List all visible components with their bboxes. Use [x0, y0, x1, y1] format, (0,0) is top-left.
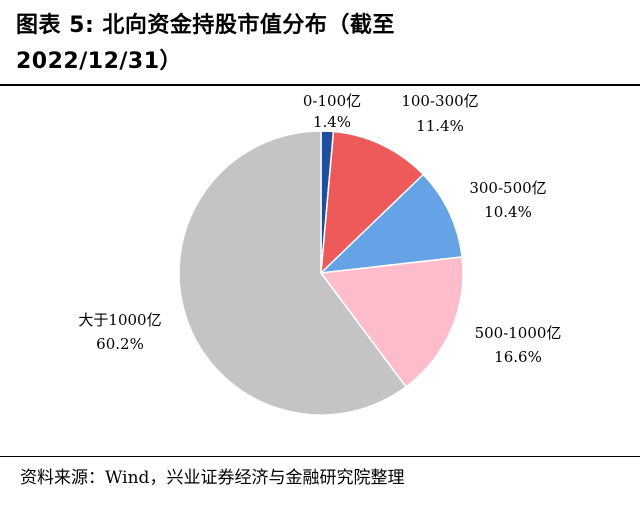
slice-label-100-300: 100-300亿 11.4%: [401, 92, 478, 135]
chart-title-line2: 2022/12/31）: [16, 49, 183, 74]
source-note: 资料来源：Wind，兴业证券经济与金融研究院整理: [20, 468, 405, 488]
pie-slice-300-500: [318, 173, 463, 274]
pie-slice-over-1000: [178, 130, 407, 416]
slice-label-500-1000-name: 500-1000亿: [475, 324, 562, 342]
slice-label-500-1000: 500-1000亿 16.6%: [475, 324, 562, 366]
slice-label-500-1000-pct: 16.6%: [494, 348, 542, 366]
slice-label-over-1000: 大于1000亿 60.2%: [78, 311, 161, 353]
slice-label-over-1000-name: 大于1000亿: [78, 311, 161, 329]
pie-slice-100-300: [320, 130, 425, 275]
slice-label-over-1000-pct: 60.2%: [96, 335, 144, 353]
slice-label-300-500: 300-500亿 10.4%: [469, 179, 546, 221]
chart-title-line1: 图表 5: 北向资金持股市值分布（截至: [16, 13, 395, 38]
slice-label-100-300-name: 100-300亿: [401, 92, 478, 110]
slice-label-0-100-pct: 1.4%: [313, 113, 351, 131]
bottom-divider: [0, 456, 640, 457]
pie-slices: [178, 130, 464, 416]
slice-label-100-300-pct: 11.4%: [416, 117, 464, 135]
top-divider: [0, 84, 640, 86]
chart-title: 图表 5: 北向资金持股市值分布（截至 2022/12/31）: [16, 8, 626, 80]
slice-label-300-500-name: 300-500亿: [469, 179, 546, 197]
slice-label-0-100-name: 0-100亿: [303, 92, 361, 110]
slice-label-300-500-pct: 10.4%: [484, 203, 532, 221]
slice-label-0-100: 0-100亿 1.4%: [303, 92, 361, 131]
pie-slice-500-1000: [319, 256, 464, 388]
